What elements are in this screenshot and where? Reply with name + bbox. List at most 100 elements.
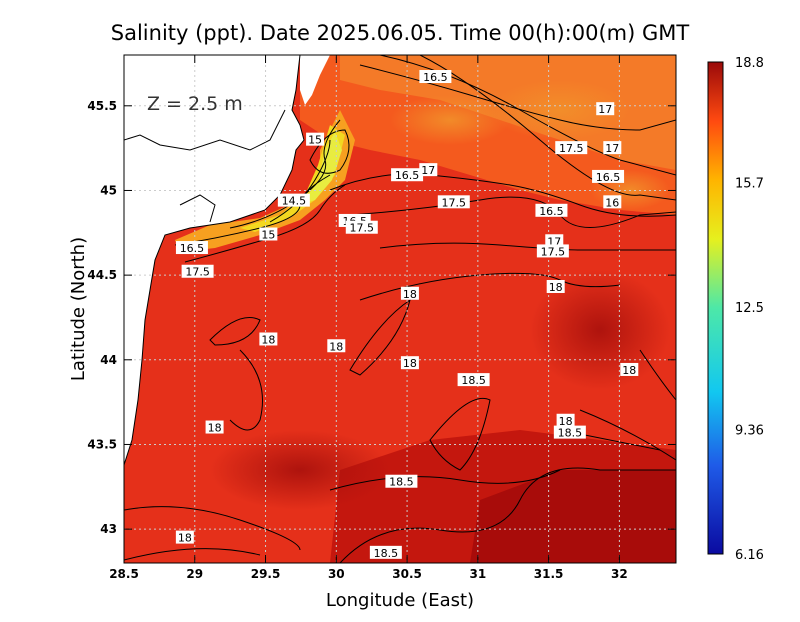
contour-label-text-21: 18 — [261, 333, 275, 346]
contour-label-bg-6 — [419, 163, 438, 177]
contour-label-text-25: 18.5 — [461, 374, 486, 387]
contour-label-bg-17 — [175, 241, 208, 255]
contour-label-text-18: 17.5 — [185, 266, 210, 279]
contour-label-text-13: 17.5 — [350, 222, 375, 235]
contour-label-20: 18 — [400, 286, 419, 301]
contour-label-28: 18.5 — [553, 425, 586, 440]
contour-label-bg-28 — [553, 425, 586, 439]
contour-label-bg-11 — [603, 195, 622, 209]
contour-label-17: 16.5 — [175, 241, 208, 255]
y-tick-label-5: 45.5 — [87, 99, 117, 113]
contour-label-text-29: 18.5 — [389, 476, 414, 489]
colorbar-tick-label-1: 15.7 — [735, 177, 764, 192]
contour-label-bg-16 — [536, 244, 569, 258]
contour-label-bg-7 — [592, 169, 625, 183]
contour-label-bg-21 — [259, 332, 278, 346]
contour-label-text-23: 18 — [403, 357, 417, 370]
contour-label-bg-18 — [181, 264, 214, 278]
contour-label-text-31: 18.5 — [374, 547, 399, 560]
plot-frame — [123, 54, 677, 564]
contour-label-bg-31 — [369, 545, 402, 559]
contour-label-bg-8 — [277, 193, 310, 207]
x-tick-label-2: 29.5 — [251, 567, 281, 581]
contour-label-27: 18 — [556, 413, 575, 428]
contour-label-text-0: 16.5 — [423, 71, 448, 84]
salinity-field — [124, 55, 676, 563]
contour-label-text-2: 15 — [308, 134, 322, 147]
contour-label-21: 18 — [259, 332, 278, 346]
colorbar-ticks: 18.8 15.7 12.5 9.36 6.16 — [735, 56, 764, 563]
contour-label-text-24: 18 — [622, 364, 636, 377]
contour-label-text-14: 15 — [261, 228, 275, 241]
contour-label-7: 16.5 — [592, 169, 625, 184]
contour-label-text-9: 17.5 — [442, 196, 467, 209]
x-tick-label-5: 31 — [469, 567, 486, 581]
contour-label-26: 18 — [205, 420, 224, 435]
contour-label-bg-25 — [457, 373, 490, 387]
contour-label-bg-0 — [419, 70, 452, 84]
contour-label-29: 18.5 — [385, 474, 418, 489]
contour-labels: 16.5171517.51716.51716.514.517.516.51616… — [175, 70, 639, 560]
contour-label-bg-26 — [205, 420, 224, 434]
contour-label-14: 15 — [259, 227, 278, 241]
contour-label-text-30: 18 — [178, 532, 192, 545]
y-tick-label-3: 44.5 — [87, 268, 117, 282]
contour-label-18: 17.5 — [181, 264, 214, 279]
x-tick-label-3: 30 — [328, 567, 345, 581]
contour-label-bg-5 — [391, 168, 424, 182]
contour-label-text-11: 16 — [605, 196, 619, 209]
contour-label-text-6: 17 — [421, 164, 435, 177]
contour-lines — [124, 55, 676, 563]
contour-label-3: 17.5 — [555, 141, 588, 155]
contour-label-text-8: 14.5 — [282, 195, 307, 208]
contour-label-6: 17 — [419, 163, 438, 177]
contour-label-bg-13 — [345, 220, 378, 234]
contour-label-bg-3 — [555, 141, 588, 155]
contour-label-30: 18 — [175, 530, 194, 545]
contour-label-bg-14 — [259, 227, 278, 241]
contour-label-23: 18 — [400, 356, 419, 370]
contour-label-bg-23 — [400, 356, 419, 370]
contour-label-text-3: 17.5 — [559, 142, 584, 155]
x-axis-title: Longitude (East) — [326, 590, 474, 611]
x-axis: 28.5 29 29.5 30 30.5 31 31.5 32 — [109, 55, 628, 581]
y-tick-label-4: 45 — [100, 183, 117, 197]
contour-label-bg-27 — [556, 413, 575, 427]
contour-label-text-27: 18 — [559, 415, 573, 428]
contour-label-13: 17.5 — [345, 220, 378, 235]
colorbar-tick-label-2: 12.5 — [735, 301, 764, 316]
y-axis-title: Latitude (North) — [68, 237, 89, 381]
contour-label-bg-9 — [437, 195, 470, 209]
depth-annotation: Z = 2.5 m — [147, 93, 243, 115]
contour-label-2: 15 — [306, 132, 325, 147]
contour-label-16: 17.5 — [536, 244, 569, 258]
contour-label-bg-15 — [545, 234, 564, 248]
x-tick-label-4: 30.5 — [392, 567, 422, 581]
contour-label-22: 18 — [327, 339, 346, 353]
colorbar-tick-label-0: 18.8 — [735, 56, 764, 71]
contour-label-text-1: 17 — [598, 103, 612, 116]
contour-label-text-7: 16.5 — [596, 171, 621, 184]
contour-label-10: 16.5 — [535, 203, 568, 218]
contour-label-bg-20 — [400, 286, 419, 300]
contour-label-text-26: 18 — [208, 422, 222, 435]
contour-label-text-20: 18 — [403, 288, 417, 301]
colorbar — [707, 61, 724, 555]
contour-label-8: 14.5 — [277, 193, 310, 208]
contour-label-text-10: 16.5 — [539, 205, 564, 218]
contour-label-25: 18.5 — [457, 373, 490, 387]
x-tick-label-0: 28.5 — [109, 567, 139, 581]
contour-label-text-4: 17 — [605, 142, 619, 155]
y-tick-label-1: 43.5 — [87, 437, 117, 451]
contour-label-24: 18 — [620, 362, 639, 377]
contour-label-bg-24 — [620, 362, 639, 376]
contour-label-bg-2 — [306, 132, 325, 146]
contour-label-1: 17 — [596, 102, 615, 116]
contour-label-5: 16.5 — [391, 168, 424, 182]
contour-label-text-28: 18.5 — [558, 427, 583, 440]
contour-label-bg-4 — [603, 141, 622, 155]
contour-label-bg-19 — [546, 279, 565, 293]
contour-label-bg-22 — [327, 339, 346, 353]
